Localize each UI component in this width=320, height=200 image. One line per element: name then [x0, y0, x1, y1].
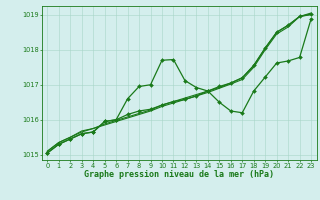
X-axis label: Graphe pression niveau de la mer (hPa): Graphe pression niveau de la mer (hPa) [84, 170, 274, 179]
